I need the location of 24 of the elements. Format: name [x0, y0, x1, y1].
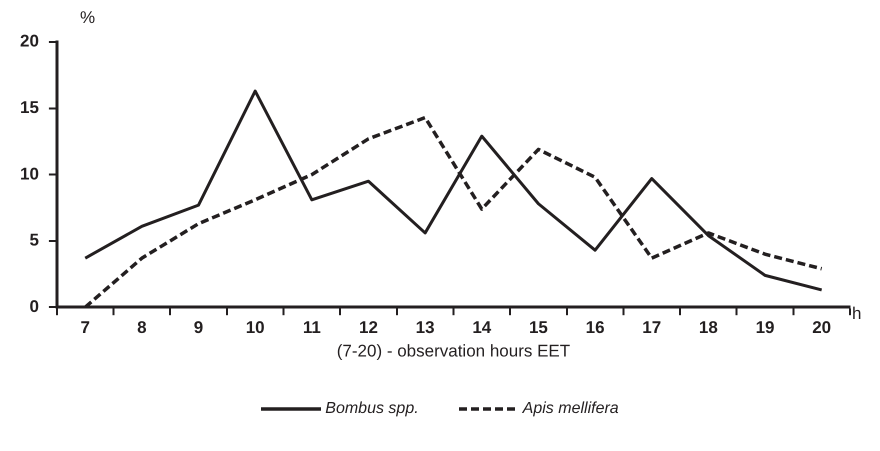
x-tick-label: 17	[642, 318, 662, 338]
text: h	[852, 304, 862, 324]
y-tick-label: 15	[20, 98, 39, 117]
x-tick-label: 15	[528, 318, 548, 338]
legend-label: Apis mellifera	[522, 400, 619, 418]
x-tick-label: 9	[194, 318, 204, 338]
x-tick-label: 16	[586, 318, 605, 338]
x-tick-label: 11	[302, 318, 321, 338]
x-tick-label: 12	[359, 318, 378, 338]
y-tick-label: 20	[20, 32, 39, 51]
y-tick-label: 10	[20, 164, 39, 184]
x-tick-label: 14	[472, 318, 492, 338]
y-tick-label: 0	[29, 296, 39, 316]
x-tick-label: 10	[246, 318, 265, 338]
legend-label: Bombus spp.	[325, 400, 419, 418]
x-tick-label: 18	[698, 318, 718, 338]
x-axis-title: (7-20) - observation hours EET	[336, 341, 570, 360]
y-axis-title: %	[80, 8, 96, 28]
x-tick-label: 13	[416, 318, 435, 338]
x-tick-label: 8	[137, 318, 147, 338]
x-tick-label: 20	[812, 318, 832, 338]
y-tick-label: 5	[29, 230, 39, 250]
x-tick-label: 7	[80, 318, 90, 338]
x-tick-label: 19	[756, 318, 774, 338]
